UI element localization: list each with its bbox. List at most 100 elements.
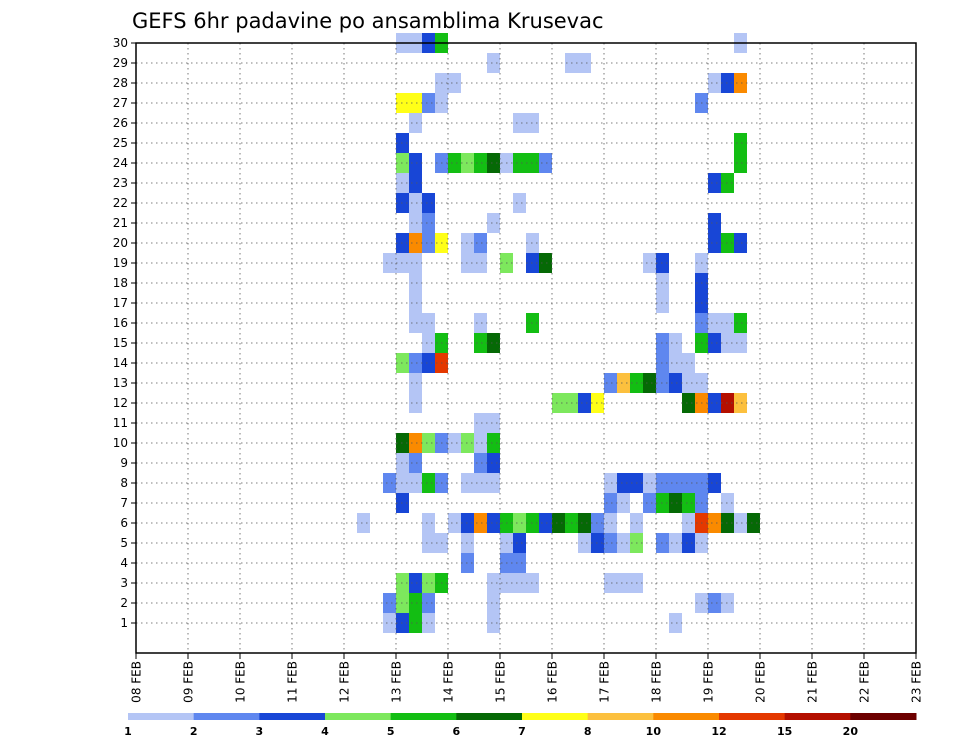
- x-tick-label: 08 FEB: [130, 661, 144, 703]
- heatmap-cell: [474, 313, 487, 333]
- colorbar-label: 12: [711, 725, 726, 738]
- x-tick-label: 17 FEB: [598, 661, 612, 703]
- heatmap-cell: [734, 333, 747, 353]
- heatmap-cell: [643, 473, 656, 493]
- y-tick-label: 22: [113, 196, 128, 210]
- heatmap-cell: [409, 453, 422, 473]
- heatmap-cells: [357, 33, 760, 633]
- colorbar-swatch: [456, 713, 523, 720]
- heatmap-cell: [409, 253, 422, 273]
- heatmap-cell: [669, 613, 682, 633]
- heatmap-cell: [474, 473, 487, 493]
- heatmap-cell: [422, 533, 435, 553]
- colorbar-swatch: [259, 713, 326, 720]
- heatmap-cell: [448, 513, 461, 533]
- heatmap-cell: [669, 533, 682, 553]
- heatmap-cell: [708, 233, 721, 253]
- heatmap-cell: [643, 253, 656, 273]
- heatmap-cell: [422, 93, 435, 113]
- heatmap-cell: [708, 513, 721, 533]
- heatmap-cell: [708, 213, 721, 233]
- heatmap-cell: [578, 513, 591, 533]
- y-tick-label: 4: [120, 556, 128, 570]
- heatmap-cell: [539, 253, 552, 273]
- y-tick-label: 3: [120, 576, 128, 590]
- heatmap-cell: [682, 513, 695, 533]
- heatmap-cell: [487, 53, 500, 73]
- y-tick-label: 29: [113, 56, 128, 70]
- heatmap-cell: [708, 473, 721, 493]
- y-tick-label: 20: [113, 236, 128, 250]
- colorbar-swatch: [587, 713, 654, 720]
- y-tick-label: 11: [113, 416, 128, 430]
- heatmap-cell: [474, 253, 487, 273]
- x-tick-label: 20 FEB: [754, 661, 768, 703]
- heatmap-cell: [682, 373, 695, 393]
- heatmap-cell: [474, 233, 487, 253]
- y-tick-label: 30: [113, 36, 128, 50]
- heatmap-cell: [552, 393, 565, 413]
- heatmap-cell: [643, 493, 656, 513]
- heatmap-cell: [513, 193, 526, 213]
- heatmap-cell: [604, 473, 617, 493]
- y-tick-label: 23: [113, 176, 128, 190]
- y-tick-label: 28: [113, 76, 128, 90]
- heatmap-cell: [513, 573, 526, 593]
- heatmap-cell: [617, 493, 630, 513]
- y-tick-label: 1: [120, 616, 128, 630]
- x-tick-label: 12 FEB: [338, 661, 352, 703]
- y-tick-label: 5: [120, 536, 128, 550]
- heatmap-cell: [422, 233, 435, 253]
- heatmap-cell: [734, 153, 747, 173]
- heatmap-cell: [487, 573, 500, 593]
- heatmap-cell: [474, 333, 487, 353]
- heatmap-cell: [669, 353, 682, 373]
- colorbar-label: 15: [777, 725, 792, 738]
- heatmap-cell: [422, 593, 435, 613]
- y-tick-label: 19: [113, 256, 128, 270]
- y-tick-label: 7: [120, 496, 128, 510]
- x-tick-label: 23 FEB: [910, 661, 924, 703]
- heatmap-cell: [409, 213, 422, 233]
- heatmap-cell: [604, 533, 617, 553]
- x-tick-label: 14 FEB: [442, 661, 456, 703]
- heatmap-cell: [474, 513, 487, 533]
- heatmap-cell: [708, 173, 721, 193]
- colorbar-label: 4: [321, 725, 329, 738]
- colorbar-swatch: [193, 713, 260, 720]
- heatmap-cell: [669, 333, 682, 353]
- heatmap-cell: [448, 73, 461, 93]
- heatmap-cell: [474, 433, 487, 453]
- x-tick-label: 16 FEB: [546, 661, 560, 703]
- heatmap-cell: [617, 373, 630, 393]
- heatmap-cell: [734, 313, 747, 333]
- chart-title: GEFS 6hr padavine po ansamblima Krusevac: [132, 9, 604, 33]
- heatmap-cell: [409, 393, 422, 413]
- heatmap-cell: [487, 453, 500, 473]
- heatmap-cell: [682, 493, 695, 513]
- heatmap-cell: [422, 333, 435, 353]
- heatmap-cell: [422, 213, 435, 233]
- heatmap-cell: [578, 393, 591, 413]
- heatmap-cell: [487, 433, 500, 453]
- heatmap-cell: [734, 513, 747, 533]
- heatmap-cell: [734, 233, 747, 253]
- heatmap-cell: [409, 233, 422, 253]
- heatmap-cell: [669, 493, 682, 513]
- heatmap-cell: [513, 513, 526, 533]
- heatmap-cell: [487, 333, 500, 353]
- heatmap-cell: [383, 613, 396, 633]
- heatmap-cell: [617, 533, 630, 553]
- heatmap-cell: [409, 173, 422, 193]
- heatmap-cell: [409, 473, 422, 493]
- colorbar-label: 8: [584, 725, 592, 738]
- heatmap-cell: [669, 473, 682, 493]
- heatmap-cell: [487, 513, 500, 533]
- colorbar-swatch: [850, 713, 917, 720]
- y-tick-label: 17: [113, 296, 128, 310]
- colorbar-label: 20: [843, 725, 859, 738]
- y-tick-label: 25: [113, 136, 128, 150]
- colorbar-label: 7: [518, 725, 526, 738]
- colorbar-label: 6: [453, 725, 461, 738]
